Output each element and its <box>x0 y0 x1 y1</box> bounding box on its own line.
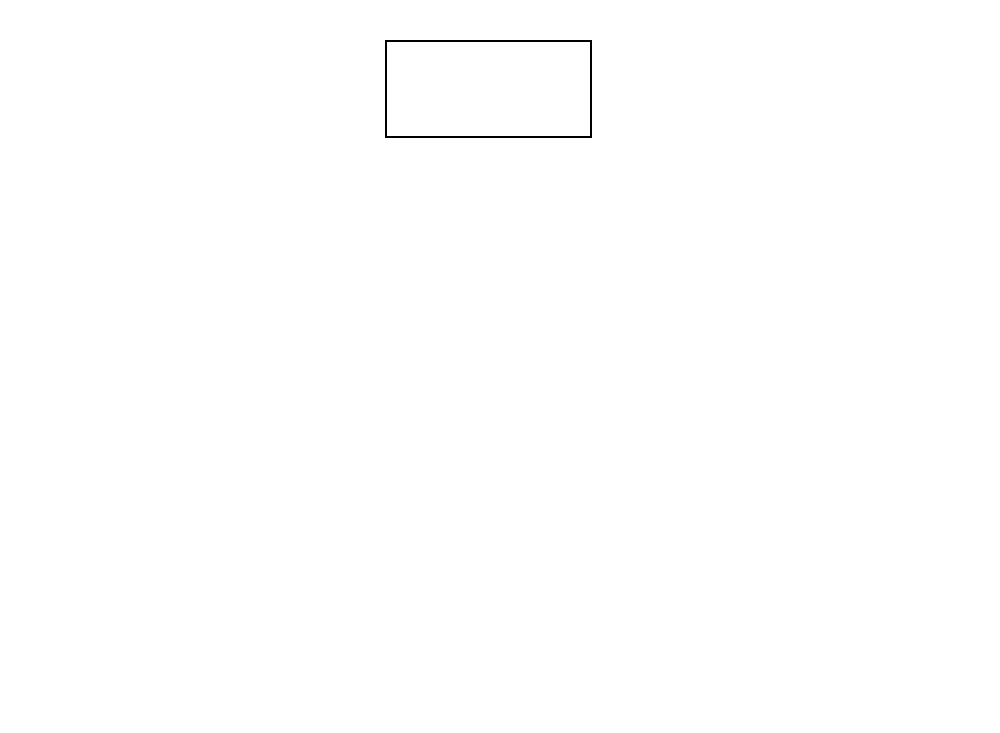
chart-legend <box>385 40 592 138</box>
